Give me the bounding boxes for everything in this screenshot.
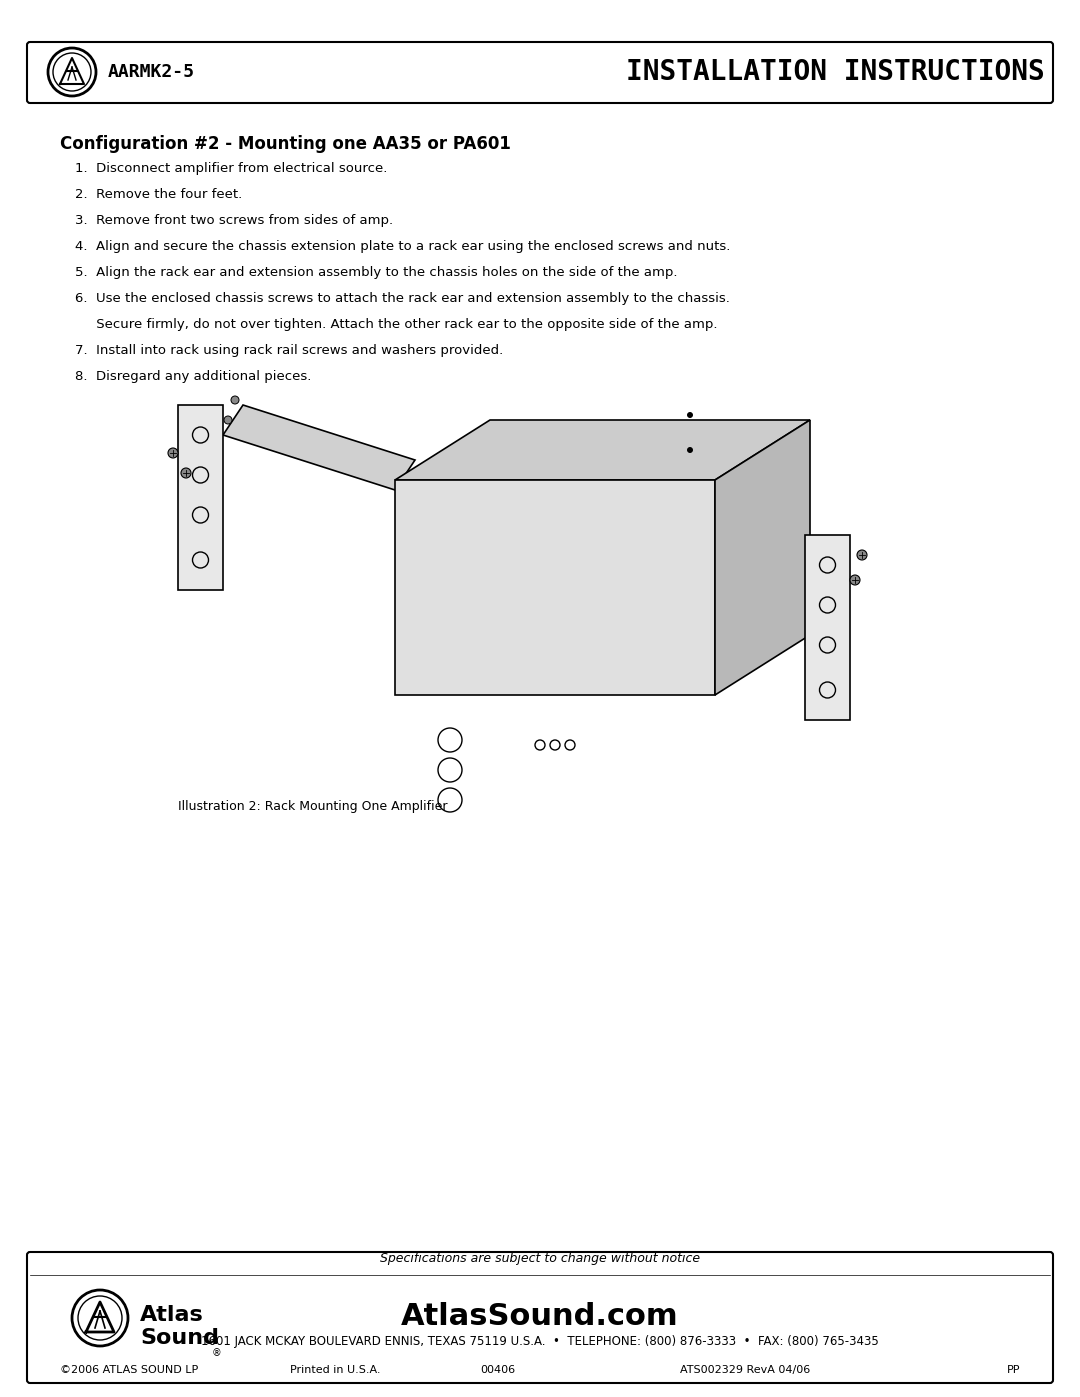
Text: AARMK2-5: AARMK2-5 bbox=[108, 63, 195, 81]
Text: Printed in U.S.A.: Printed in U.S.A. bbox=[291, 1365, 380, 1375]
Circle shape bbox=[231, 395, 239, 404]
Polygon shape bbox=[395, 420, 810, 481]
Circle shape bbox=[687, 412, 693, 418]
Text: Atlas: Atlas bbox=[140, 1305, 204, 1324]
FancyBboxPatch shape bbox=[27, 42, 1053, 103]
Polygon shape bbox=[222, 405, 415, 490]
Text: 5.  Align the rack ear and extension assembly to the chassis holes on the side o: 5. Align the rack ear and extension asse… bbox=[75, 265, 677, 279]
Text: 2.  Remove the four feet.: 2. Remove the four feet. bbox=[75, 189, 242, 201]
Text: 1.  Disconnect amplifier from electrical source.: 1. Disconnect amplifier from electrical … bbox=[75, 162, 388, 175]
FancyBboxPatch shape bbox=[27, 1252, 1053, 1383]
FancyBboxPatch shape bbox=[805, 535, 850, 719]
Text: 4.  Align and secure the chassis extension plate to a rack ear using the enclose: 4. Align and secure the chassis extensio… bbox=[75, 240, 730, 253]
Text: 7.  Install into rack using rack rail screws and washers provided.: 7. Install into rack using rack rail scr… bbox=[75, 344, 503, 358]
Text: PP: PP bbox=[1007, 1365, 1020, 1375]
Text: 00406: 00406 bbox=[480, 1365, 515, 1375]
Polygon shape bbox=[715, 420, 810, 694]
Circle shape bbox=[858, 550, 867, 560]
Text: Configuration #2 - Mounting one AA35 or PA601: Configuration #2 - Mounting one AA35 or … bbox=[60, 136, 511, 154]
Circle shape bbox=[850, 576, 860, 585]
FancyBboxPatch shape bbox=[178, 405, 222, 590]
Text: ©2006 ATLAS SOUND LP: ©2006 ATLAS SOUND LP bbox=[60, 1365, 199, 1375]
Text: Sound: Sound bbox=[140, 1329, 219, 1348]
FancyBboxPatch shape bbox=[395, 481, 715, 694]
Text: AtlasSound.com: AtlasSound.com bbox=[401, 1302, 679, 1331]
Text: 6.  Use the enclosed chassis screws to attach the rack ear and extension assembl: 6. Use the enclosed chassis screws to at… bbox=[75, 292, 730, 305]
Circle shape bbox=[224, 416, 232, 425]
Text: INSTALLATION INSTRUCTIONS: INSTALLATION INSTRUCTIONS bbox=[626, 59, 1045, 87]
Text: Secure firmly, do not over tighten. Attach the other rack ear to the opposite si: Secure firmly, do not over tighten. Atta… bbox=[75, 319, 717, 331]
Circle shape bbox=[687, 447, 693, 453]
Circle shape bbox=[168, 448, 178, 458]
Circle shape bbox=[181, 468, 191, 478]
Text: Illustration 2: Rack Mounting One Amplifier: Illustration 2: Rack Mounting One Amplif… bbox=[178, 800, 447, 813]
Text: 1601 JACK MCKAY BOULEVARD ENNIS, TEXAS 75119 U.S.A.  •  TELEPHONE: (800) 876-333: 1601 JACK MCKAY BOULEVARD ENNIS, TEXAS 7… bbox=[201, 1336, 879, 1348]
Text: 8.  Disregard any additional pieces.: 8. Disregard any additional pieces. bbox=[75, 370, 311, 383]
Text: ATS002329 RevA 04/06: ATS002329 RevA 04/06 bbox=[680, 1365, 810, 1375]
Text: Specifications are subject to change without notice: Specifications are subject to change wit… bbox=[380, 1252, 700, 1266]
Text: 3.  Remove front two screws from sides of amp.: 3. Remove front two screws from sides of… bbox=[75, 214, 393, 226]
Text: ®: ® bbox=[212, 1348, 221, 1358]
